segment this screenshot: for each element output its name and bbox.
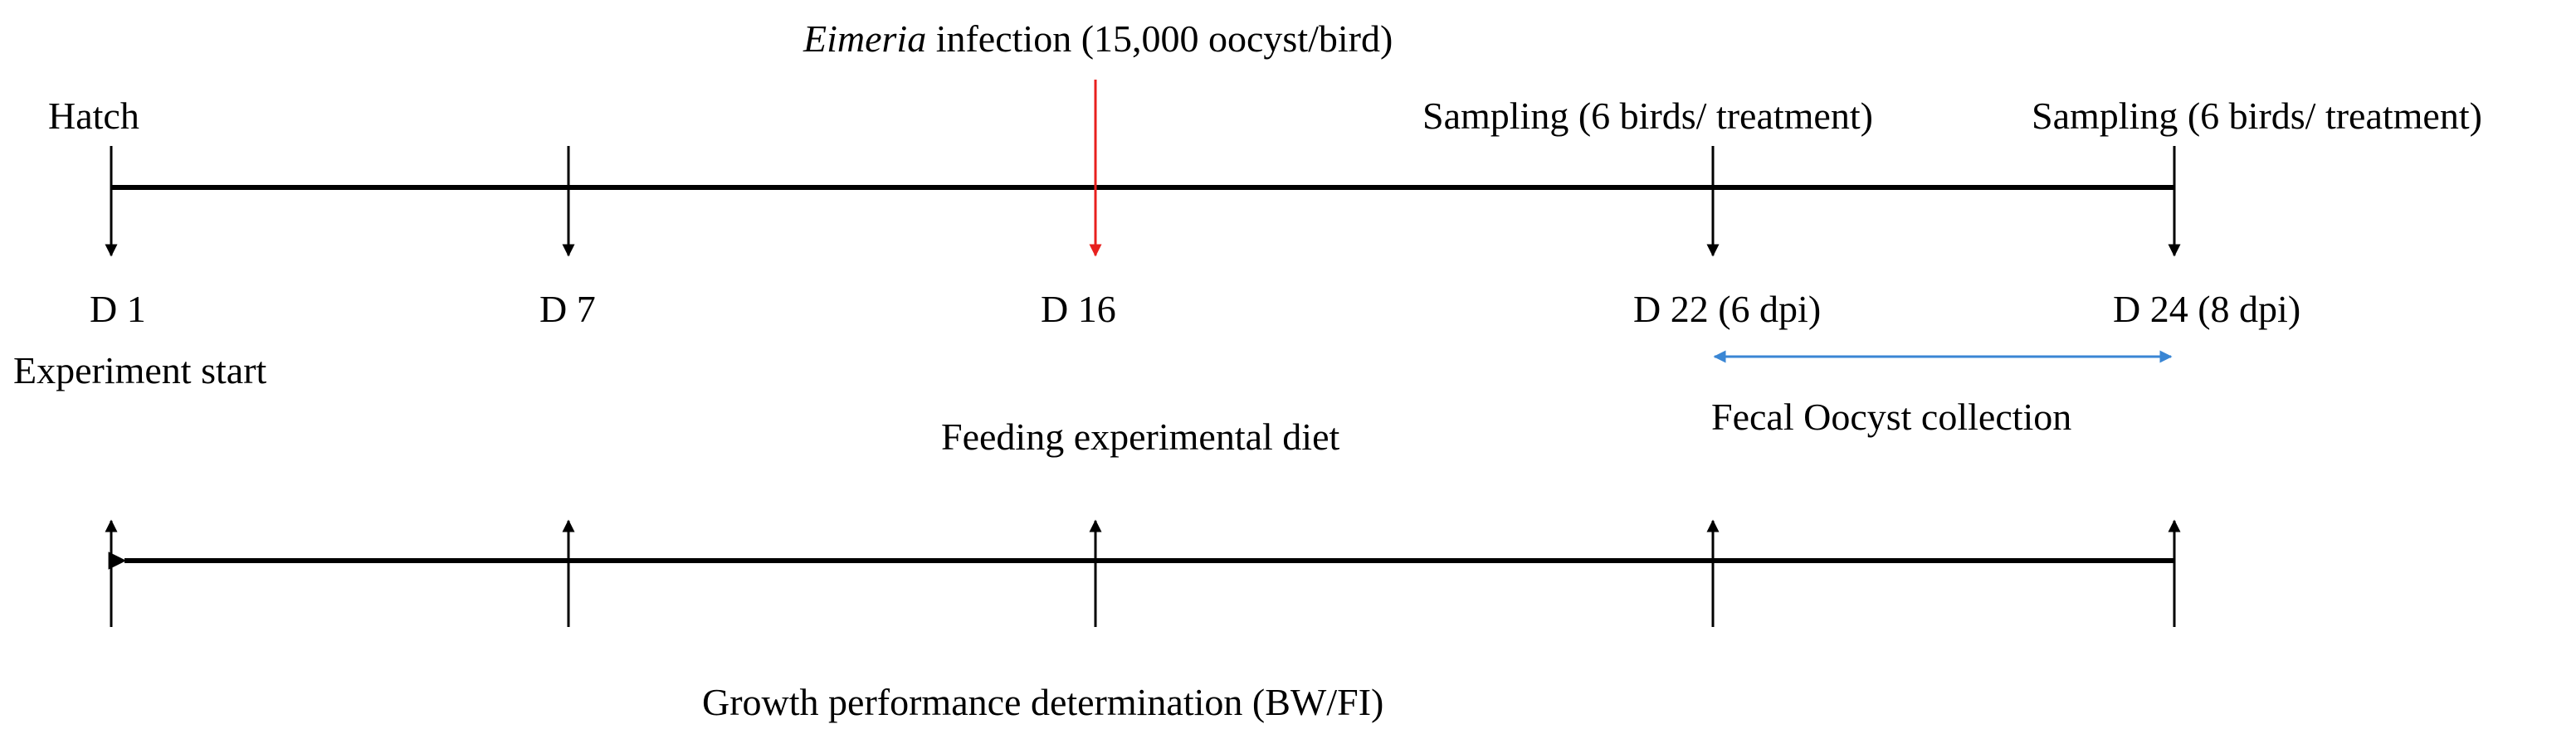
infection-label: Eimeria infection (15,000 oocyst/bird) [803, 17, 1393, 60]
eimeria-italic: Eimeria [803, 17, 926, 60]
sampling-label-d22: Sampling (6 birds/ treatment) [1422, 95, 1873, 137]
feeding-label: Feeding experimental diet [941, 416, 1340, 458]
experiment-start-label: Experiment start [13, 349, 267, 391]
growth-performance-label: Growth performance determination (BW/FI) [702, 681, 1383, 723]
day-label-d24: D 24 (8 dpi) [2113, 288, 2300, 330]
day-label-d1: D 1 [90, 288, 146, 330]
fecal-collection-label: Fecal Oocyst collection [1711, 396, 2071, 438]
day-label-d22: D 22 (6 dpi) [1633, 288, 1821, 330]
sampling-label-d24: Sampling (6 birds/ treatment) [2032, 95, 2482, 137]
day-label-d16: D 16 [1041, 288, 1116, 330]
infection-label-rest: infection (15,000 oocyst/bird) [926, 17, 1393, 60]
day-label-d7: D 7 [539, 288, 596, 330]
hatch-label: Hatch [48, 95, 139, 137]
